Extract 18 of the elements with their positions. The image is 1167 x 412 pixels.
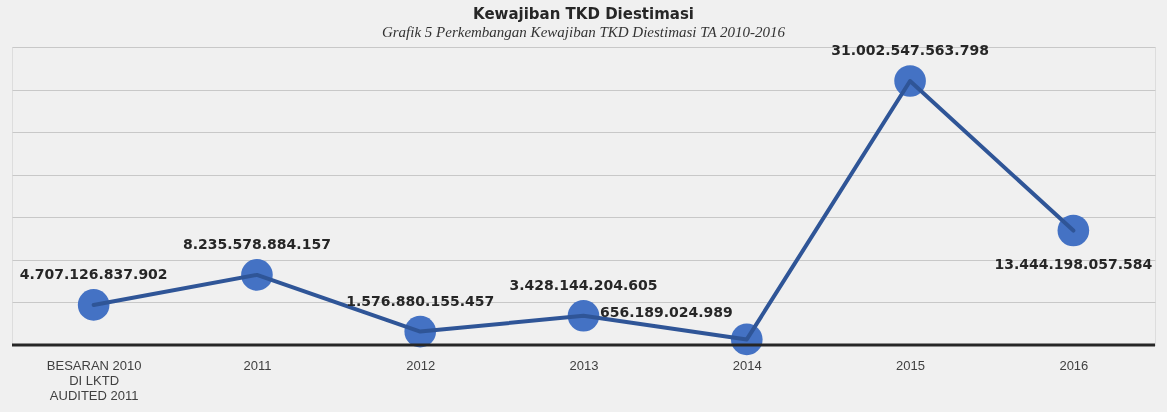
x-tick-label: 2015 [896,357,926,373]
x-tick-label: 2013 [569,357,599,373]
data-label: 1.576.880.155.457 [346,292,495,309]
chart-title: Kewajiban TKD Diestimasi [473,5,694,24]
x-tick-label: 2011 [243,357,272,373]
data-label: 4.707.126.837.902 [19,265,168,282]
point [1057,214,1090,247]
text: Grafik 5 Perkembangan Kewajiban TKD Diestimasi TA 2010-2016 [381,24,786,41]
point [77,289,110,321]
x-tick-label: 2016 [1059,357,1089,373]
x-tick-label: BESARAN 2010 DI LKTD AUDITED 2011 [46,357,142,403]
data-label: 3.428.144.204.605 [509,276,658,293]
data-label: 13.444.198.057.584 [994,255,1153,272]
data-label: 8.235.578.884.157 [182,235,331,252]
data-label: 656.189.024.989 [599,304,733,321]
x-tick-label: 2012 [406,357,436,373]
x-tick-label: 2014 [732,357,762,373]
data-label: 31.002.547.563.798 [831,42,989,59]
